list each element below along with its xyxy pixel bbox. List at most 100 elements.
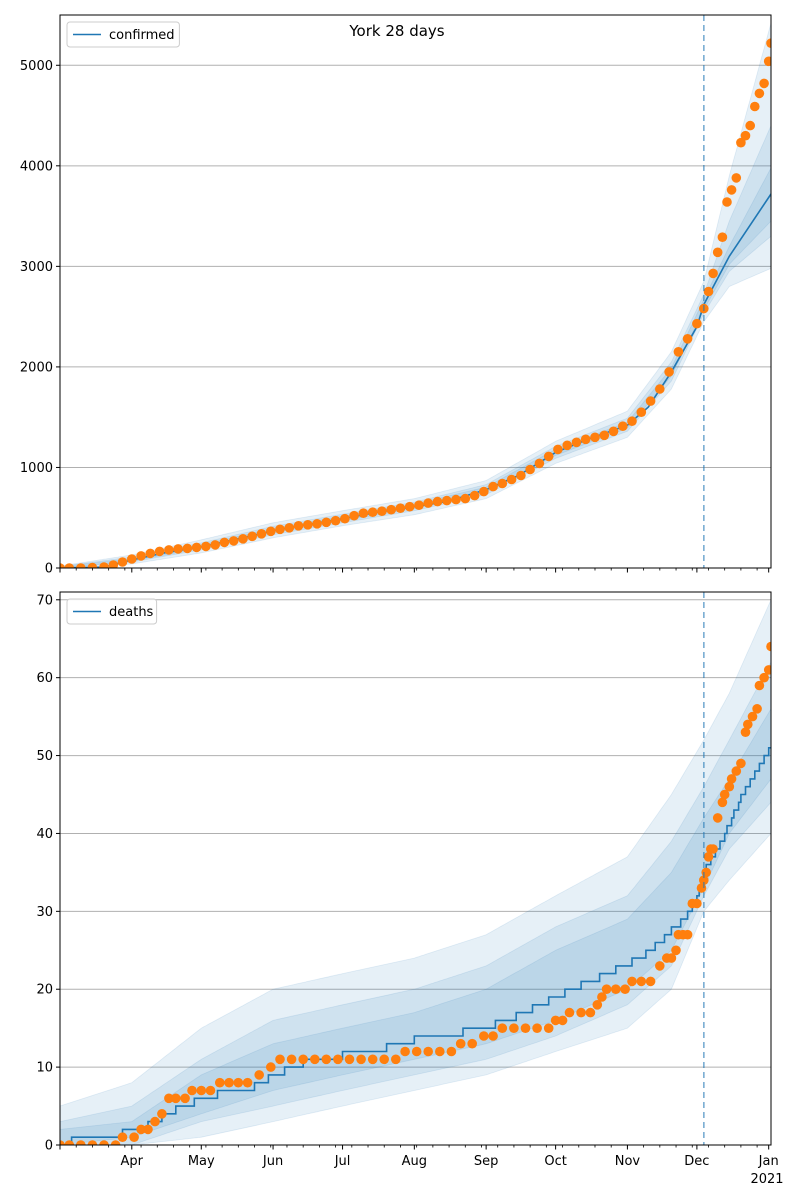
observed-point bbox=[740, 130, 751, 141]
observed-point bbox=[497, 1023, 508, 1033]
observed-point bbox=[611, 984, 621, 994]
observed-point bbox=[731, 173, 742, 183]
observed-point bbox=[636, 976, 647, 987]
legend-label: confirmed bbox=[109, 28, 175, 43]
observed-point bbox=[743, 719, 753, 730]
observed-point bbox=[247, 531, 257, 542]
observed-point bbox=[87, 562, 98, 568]
observed-point bbox=[99, 562, 109, 568]
observed-point bbox=[275, 1054, 285, 1065]
observed-point bbox=[719, 789, 730, 800]
observed-point bbox=[330, 515, 341, 526]
observed-point bbox=[293, 521, 304, 531]
observed-point bbox=[597, 992, 607, 1002]
observed-point bbox=[701, 867, 711, 878]
observed-point bbox=[497, 478, 508, 489]
observed-point bbox=[525, 464, 535, 475]
x-tick-label: May bbox=[188, 1154, 215, 1169]
observed-point bbox=[655, 384, 665, 394]
y-tick-label: 40 bbox=[36, 827, 53, 842]
observed-point bbox=[592, 1000, 603, 1010]
observed-point bbox=[377, 506, 387, 516]
observed-point bbox=[703, 286, 714, 297]
axes-frame bbox=[59, 591, 772, 1146]
uncertainty-band-1 bbox=[60, 599, 771, 1145]
chart-title: York 28 days bbox=[348, 22, 444, 40]
confirmed-panel: 0 1000 2000 3000 4000 5000 confirmed bbox=[20, 14, 772, 577]
observed-point bbox=[76, 563, 86, 568]
observed-point bbox=[164, 1093, 174, 1104]
observed-point bbox=[117, 557, 128, 567]
x-tick-label: Nov bbox=[615, 1154, 641, 1169]
observed-point bbox=[509, 1023, 519, 1033]
observed-point bbox=[379, 1054, 390, 1065]
observed-point bbox=[87, 1140, 98, 1145]
observed-point bbox=[692, 898, 702, 909]
observed-point bbox=[562, 440, 572, 451]
observed-point bbox=[534, 458, 545, 469]
observed-point bbox=[645, 396, 656, 406]
observed-point bbox=[699, 875, 709, 885]
observed-point bbox=[284, 523, 295, 533]
observed-point bbox=[423, 1046, 434, 1057]
observed-point bbox=[747, 711, 758, 722]
y-tick-label: 50 bbox=[36, 749, 53, 764]
observed-point bbox=[467, 1038, 478, 1049]
observed-point bbox=[708, 844, 718, 854]
observed-point bbox=[187, 1085, 197, 1096]
x-tick-label: Apr bbox=[121, 1154, 144, 1169]
observed-point bbox=[349, 510, 359, 521]
observed-point bbox=[516, 470, 526, 481]
observed-point bbox=[224, 1077, 234, 1088]
observed-point bbox=[76, 1140, 86, 1145]
y-tick-label: 0 bbox=[45, 562, 53, 577]
x-tick-label: Sep bbox=[474, 1154, 499, 1169]
y-tick-label: 30 bbox=[36, 905, 53, 920]
observed-point bbox=[303, 520, 313, 530]
legend-box bbox=[66, 21, 180, 48]
observed-point bbox=[655, 961, 665, 971]
observed-point bbox=[520, 1023, 531, 1033]
observed-point bbox=[599, 430, 610, 441]
observed-point bbox=[99, 1140, 109, 1145]
observed-point bbox=[344, 1054, 355, 1065]
observed-point bbox=[442, 495, 452, 506]
observed-point bbox=[196, 1085, 207, 1096]
observed-point bbox=[143, 1124, 153, 1135]
observed-point bbox=[627, 416, 637, 427]
observed-point bbox=[745, 120, 755, 131]
observed-point bbox=[692, 318, 702, 329]
observed-point bbox=[636, 407, 647, 418]
x-year-label: 2021 bbox=[750, 1172, 783, 1187]
observed-point bbox=[64, 1140, 75, 1145]
observed-point bbox=[766, 641, 771, 652]
observed-point bbox=[543, 1023, 554, 1033]
observed-point bbox=[750, 101, 760, 112]
observed-point bbox=[726, 185, 737, 195]
observed-point bbox=[233, 1077, 244, 1088]
observed-point bbox=[608, 426, 619, 437]
observed-point bbox=[571, 437, 582, 448]
observed-point bbox=[590, 432, 600, 443]
observed-point bbox=[620, 984, 630, 994]
observed-point bbox=[171, 1093, 181, 1104]
observed-point bbox=[157, 1109, 167, 1119]
observed-point bbox=[708, 268, 718, 279]
observed-point bbox=[712, 813, 723, 823]
observed-point bbox=[333, 1054, 343, 1065]
observed-point bbox=[60, 563, 65, 568]
observed-point bbox=[731, 766, 742, 776]
observed-point bbox=[736, 137, 746, 148]
observed-point bbox=[367, 507, 378, 517]
observed-point bbox=[310, 1054, 320, 1065]
observed-point bbox=[321, 517, 332, 528]
observed-point bbox=[298, 1054, 309, 1065]
legend: deaths bbox=[66, 598, 158, 625]
y-tick-label: 10 bbox=[36, 1061, 53, 1076]
observed-point bbox=[645, 976, 656, 987]
observed-point bbox=[411, 1046, 422, 1057]
observed-point bbox=[532, 1023, 542, 1033]
observed-point bbox=[242, 1077, 253, 1088]
observed-point bbox=[432, 496, 443, 507]
x-tick-label: Jun bbox=[262, 1154, 283, 1169]
